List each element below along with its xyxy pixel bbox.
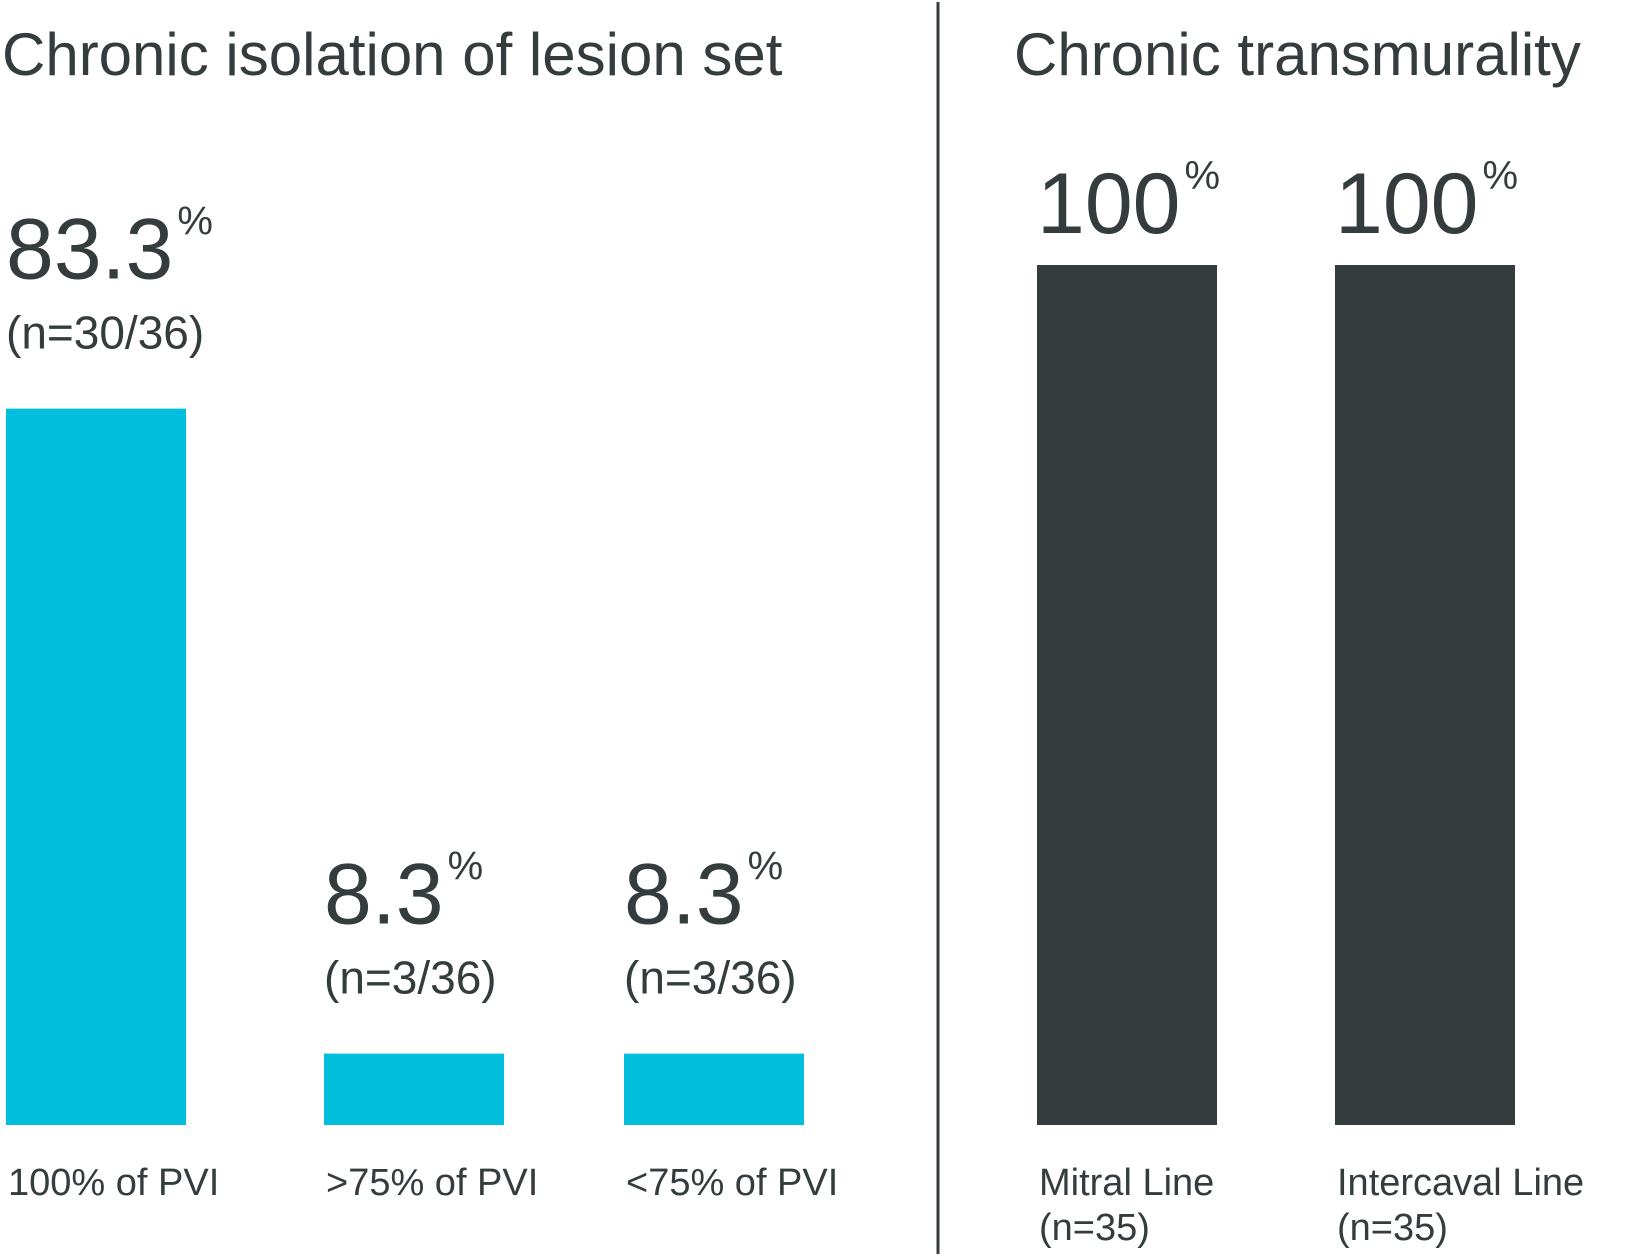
panel-transmurality: Chronic transmurality 100 %Mitral Line(n=…	[1014, 21, 1584, 1249]
bar-p0-75-of-pvi	[624, 1053, 804, 1125]
category-label-p1-mitral-line: Mitral Line	[1039, 1162, 1214, 1204]
bar-p1-mitral-line	[1037, 265, 1217, 1125]
value-label-p1-mitral-line: 100%	[1037, 154, 1220, 252]
category-label-p0-75-of-pvi: <75% of PVI	[626, 1162, 838, 1204]
bar-p0-100-of-pvi	[6, 408, 186, 1125]
category-label-p1-intercaval-line: Intercaval Line	[1337, 1162, 1584, 1204]
count-label-p0-100-of-pvi: (n=30/36)	[6, 307, 204, 359]
panel-title-lesion-isolation: Chronic isolation of lesion set	[2, 21, 783, 88]
value-label-p0-75-of-pvi: 8.3%	[624, 845, 783, 943]
category-sublabel-p1-mitral-line: (n=35)	[1039, 1207, 1150, 1249]
panel-title-transmurality: Chronic transmurality	[1014, 21, 1581, 88]
panel-lesion-isolation: Chronic isolation of lesion set 83.3 % (n=…	[2, 21, 838, 1204]
category-sublabel-p1-intercaval-line: (n=35)	[1337, 1207, 1448, 1249]
bar-p1-intercaval-line	[1335, 265, 1515, 1125]
category-label-p0-100-of-pvi: 100% of PVI	[8, 1162, 219, 1204]
value-label-p0-100-of-pvi: 83.3%	[6, 200, 213, 298]
count-label-p0-75-of-pvi: (n=3/36)	[624, 952, 797, 1004]
bar-p0-75-of-pvi	[324, 1053, 504, 1125]
bars-lesion-isolation: 83.3 % (n=30/36) 100% of PVI 8.3 % (n=3/36) >75…	[6, 200, 838, 1204]
value-label-p1-intercaval-line: 100%	[1335, 154, 1518, 252]
bars-transmurality: 100 %Mitral Line(n=35)100 %Intercaval Line…	[1037, 154, 1584, 1249]
count-label-p0-75-of-pvi: (n=3/36)	[324, 952, 497, 1004]
value-label-p0-75-of-pvi: 8.3%	[324, 845, 483, 943]
category-label-p0-75-of-pvi: >75% of PVI	[326, 1162, 538, 1204]
